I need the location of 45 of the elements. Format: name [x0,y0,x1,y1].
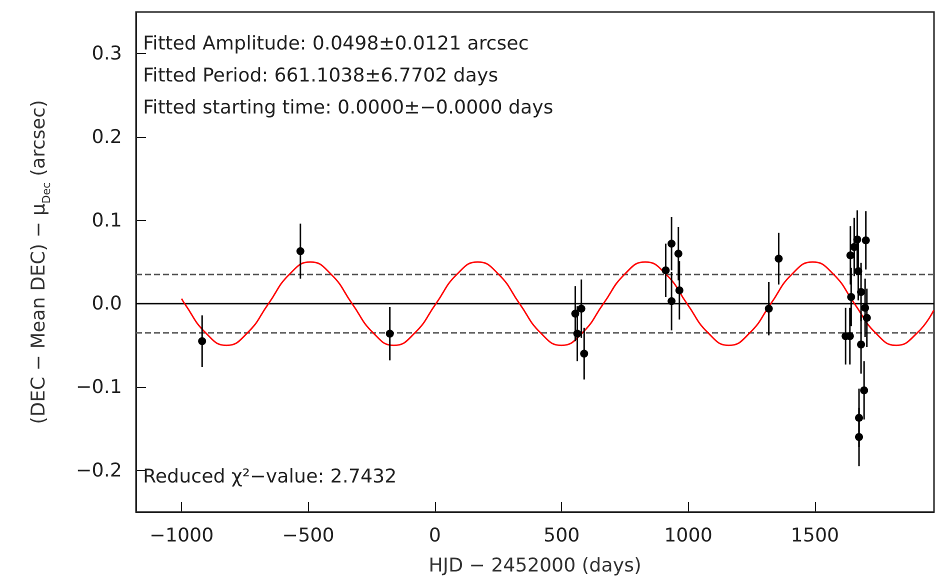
x-tick-label: −500 [282,524,334,546]
point [764,304,773,313]
x-tick-label: 1000 [664,524,712,546]
point [855,433,864,441]
y-tick-label: 0.1 [92,209,122,232]
point [774,254,783,263]
x-tick-label: 500 [543,524,580,546]
point [662,266,670,274]
point [674,250,682,258]
point [577,304,586,313]
annotation: Reduced χ²−value: 2.7432 [143,466,397,488]
point [862,236,870,244]
y-tick-label: 0.0 [92,292,122,315]
y-tick-label: −0.2 [76,459,122,482]
y-tick-label: −0.1 [76,376,122,398]
point [860,386,868,394]
point [862,314,871,322]
point [296,247,304,256]
point [675,286,684,294]
x-tick-label: −1000 [149,524,214,546]
point [668,297,676,306]
point [573,330,582,338]
point [580,350,588,358]
annotation: Fitted starting time: 0.0000±−0.0000 days [143,96,554,118]
x-tick-label: 1500 [790,524,840,546]
point [857,288,866,296]
point [386,330,394,338]
point [857,340,866,348]
y-tick-label: 0.2 [92,126,122,148]
line-series [180,261,934,346]
point [198,337,206,346]
point [571,310,580,318]
point [854,267,862,276]
point [861,304,870,312]
annotation: Fitted Period: 661.1038±6.7702 days [143,64,498,86]
point [668,240,676,248]
y-tick-label: 0.3 [92,42,122,65]
point [855,414,864,422]
annotation: Fitted Amplitude: 0.0498±0.0121 arcsec [143,32,529,54]
x-tick-label: 0 [428,524,441,546]
point [847,293,856,301]
point [846,251,854,260]
x-axis-title: HJD − 2452000 (days) [428,554,642,576]
point [853,236,862,244]
y-axis-title: (DEC − Mean DEC) − μDec (arcsec) [28,100,53,424]
